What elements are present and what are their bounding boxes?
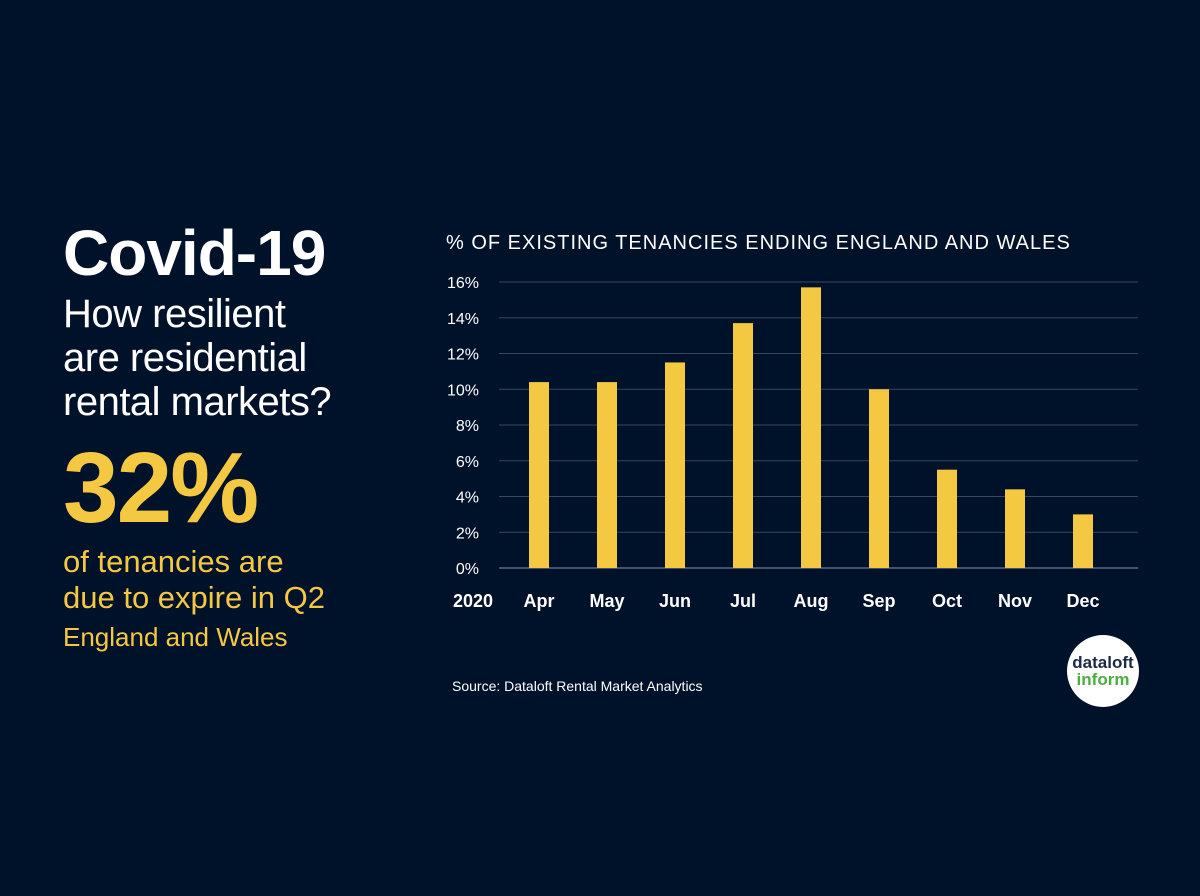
y-tick-label: 10% bbox=[447, 382, 479, 399]
x-tick-label: Jun bbox=[659, 591, 691, 611]
stat-desc-line: of tenancies are bbox=[63, 544, 284, 579]
question-line: How resilient bbox=[63, 292, 286, 336]
chart-title: % OF EXISTING TENANCIES ENDING ENGLAND A… bbox=[446, 232, 1071, 254]
y-tick-label: 4% bbox=[456, 490, 479, 507]
bar bbox=[801, 287, 821, 568]
y-tick-label: 16% bbox=[447, 275, 479, 292]
x-tick-label: Apr bbox=[524, 591, 555, 611]
bar bbox=[597, 382, 617, 568]
x-tick-label: Nov bbox=[998, 591, 1032, 611]
logo-text-top: dataloft bbox=[1072, 653, 1134, 672]
bar bbox=[869, 389, 889, 568]
stat-desc-line: due to expire in Q2 bbox=[63, 580, 325, 615]
x-tick-label: Jul bbox=[730, 591, 756, 611]
y-tick-label: 0% bbox=[456, 561, 479, 578]
x-tick-label: Sep bbox=[862, 591, 895, 611]
year-label: 2020 bbox=[453, 591, 493, 611]
bar-chart: 0% 2% 4% 6% 8% 10% 12% 14% 16% Apr May Jun Jul Aug Sep… bbox=[447, 275, 1138, 611]
bar bbox=[665, 362, 685, 568]
bar bbox=[1005, 489, 1025, 568]
stat-value: 32% bbox=[63, 432, 259, 544]
logo-text-bottom: inform bbox=[1076, 670, 1130, 689]
y-tick-label: 12% bbox=[447, 347, 479, 364]
source-note: Source: Dataloft Rental Market Analytics bbox=[452, 678, 703, 694]
x-tick-label: Oct bbox=[932, 591, 962, 611]
headline-panel: Covid-19 How resilient are residential r… bbox=[63, 218, 423, 654]
y-tick-label: 14% bbox=[447, 311, 479, 328]
y-tick-label: 8% bbox=[456, 418, 479, 435]
bar bbox=[937, 469, 957, 568]
question-line: rental markets? bbox=[63, 380, 332, 424]
bar bbox=[529, 382, 549, 568]
headline-title: Covid-19 bbox=[63, 217, 326, 289]
stat-description: of tenancies are due to expire in Q2 bbox=[63, 544, 423, 616]
headline-question: How resilient are residential rental mar… bbox=[63, 292, 423, 424]
x-tick-label: Dec bbox=[1066, 591, 1099, 611]
question-line: are residential bbox=[63, 336, 307, 380]
bar bbox=[1073, 514, 1093, 568]
dataloft-logo: dataloft inform bbox=[1067, 635, 1139, 707]
y-tick-label: 2% bbox=[456, 525, 479, 542]
y-tick-label: 6% bbox=[456, 454, 479, 471]
x-tick-label: Aug bbox=[794, 591, 829, 611]
x-tick-label: May bbox=[589, 591, 624, 611]
bar bbox=[733, 323, 753, 568]
stat-region: England and Wales bbox=[63, 622, 288, 652]
